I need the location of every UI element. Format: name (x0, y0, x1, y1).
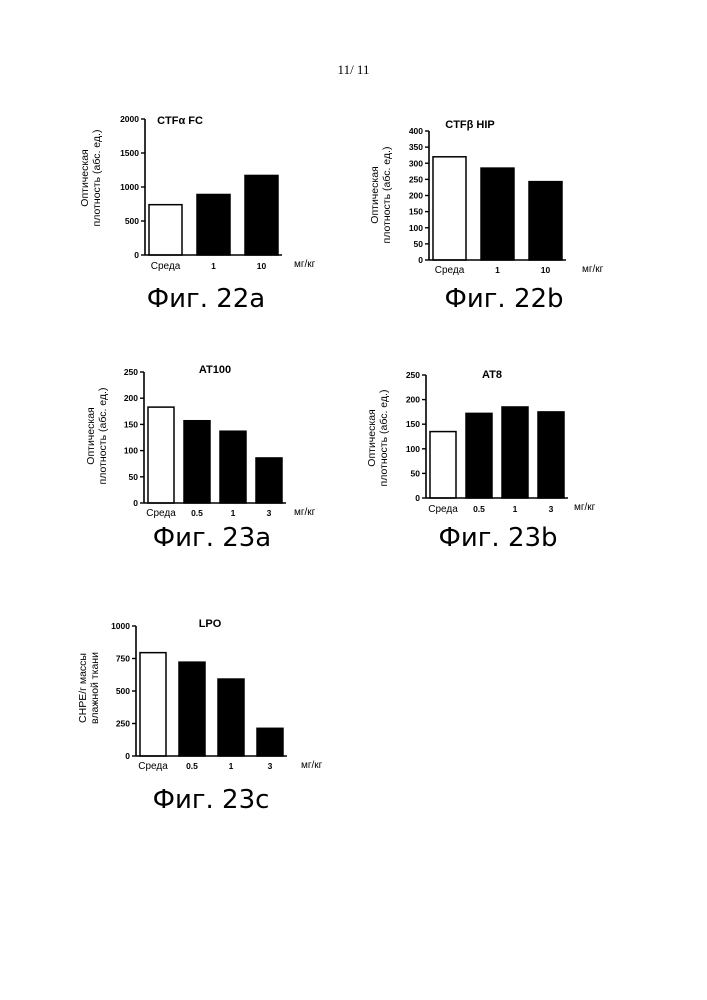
x-category-label: 1 (495, 265, 500, 275)
bar-3 (257, 728, 283, 756)
bar-3 (256, 458, 282, 503)
y-axis-label: Оптическаяплотность (абс. ед.) (366, 390, 390, 487)
y-tick-label: 100 (124, 446, 138, 456)
y-tick-label: 350 (409, 142, 423, 152)
chart-panel-fig23b: AT8 Оптическаяплотность (абс. ед.) 0 50 100 1… (360, 362, 610, 522)
chart-panel-fig23a: AT100Оптическаяплотность (абс. ед.)05010… (70, 360, 330, 520)
y-tick-label: 250 (409, 174, 423, 184)
bar-3 (538, 412, 564, 498)
y-tick-label: 1000 (111, 621, 130, 631)
bar-Среда (148, 407, 174, 503)
bar-1 (220, 431, 246, 503)
y-tick-label: 150 (124, 419, 138, 429)
y-tick-label: 0 (125, 751, 130, 761)
bar-Среда (140, 653, 166, 756)
bar-Среда (433, 157, 466, 260)
bar-1 (481, 168, 514, 260)
chart-title: LPO (199, 618, 222, 630)
y-axis-label: Оптическаяплотность (абс. ед.) (85, 388, 109, 485)
x-category-label: 1 (231, 508, 236, 518)
x-category-label: 0.5 (473, 504, 485, 514)
x-category-label: 10 (257, 261, 267, 271)
x-category-label: 0.5 (186, 761, 198, 771)
chart-panel-fig22a: CTFα FC Оптическаяплотность (абс. ед.) 0 50… (60, 100, 300, 280)
chart-title: AT8 (482, 369, 502, 381)
y-tick-label: 500 (116, 686, 130, 696)
x-category-label: 1 (211, 261, 216, 271)
y-tick-label: 100 (409, 223, 423, 233)
chart-panel-fig23c: LPOCHPE/г массывлажной ткани025050075010… (60, 610, 350, 780)
x-category-label: 1 (229, 761, 234, 771)
y-tick-label: 2000 (120, 114, 139, 124)
page-number: 11/ 11 (0, 62, 707, 78)
x-category-label: Среда (435, 265, 465, 276)
y-tick-label: 250 (116, 719, 130, 729)
chart-title: CTFα FC (157, 115, 203, 127)
y-tick-label: 100 (406, 444, 420, 454)
figure-caption-fig23c: Фиг. 23c (153, 785, 270, 815)
x-category-label: 0.5 (191, 508, 203, 518)
bar-chart-fig23c: LPOCHPE/г массывлажной ткани025050075010… (60, 610, 350, 780)
bar-10 (529, 182, 562, 260)
bar-1 (502, 407, 528, 498)
figure-caption-fig22b: Фиг. 22b (444, 284, 563, 314)
y-tick-label: 400 (409, 126, 423, 136)
bar-0.5 (179, 662, 205, 756)
x-category-label: Среда (428, 504, 458, 515)
x-unit-label: мг/кг (574, 502, 596, 513)
x-unit-label: мг/кг (294, 507, 316, 518)
bar-10 (245, 175, 278, 255)
bar-chart-fig23a: AT100Оптическаяплотность (абс. ед.)05010… (70, 360, 330, 520)
y-tick-label: 150 (406, 419, 420, 429)
y-tick-label: 50 (411, 468, 421, 478)
y-axis-label: Оптическаяплотность (абс. ед.) (369, 147, 393, 244)
bar-1 (197, 194, 230, 255)
x-category-label: Среда (151, 261, 181, 272)
y-tick-label: 200 (406, 395, 420, 405)
bar-1 (218, 679, 244, 756)
x-category-label: 1 (513, 504, 518, 514)
chart-title: CTFβ HIP (445, 119, 495, 131)
x-category-label: Среда (146, 508, 176, 519)
x-category-label: 3 (549, 504, 554, 514)
x-unit-label: мг/кг (301, 760, 323, 771)
y-tick-label: 50 (129, 472, 139, 482)
figure-caption-fig23b: Фиг. 23b (438, 523, 557, 553)
y-tick-label: 1500 (120, 148, 139, 158)
figure-caption-fig22a: Фиг. 22a (147, 284, 266, 314)
x-category-label: Среда (138, 761, 168, 772)
bar-Среда (149, 205, 182, 255)
y-axis-label: Оптическаяплотность (абс. ед.) (79, 130, 103, 227)
x-category-label: 3 (268, 761, 273, 771)
x-category-label: 10 (541, 265, 551, 275)
bar-0.5 (466, 413, 492, 498)
y-tick-label: 150 (409, 207, 423, 217)
y-tick-label: 200 (124, 393, 138, 403)
y-tick-label: 300 (409, 158, 423, 168)
x-unit-label: мг/кг (294, 259, 316, 270)
x-unit-label: мг/кг (582, 264, 604, 275)
figure-caption-fig23a: Фиг. 23a (153, 523, 272, 553)
y-tick-label: 1000 (120, 182, 139, 192)
y-tick-label: 0 (133, 498, 138, 508)
y-tick-label: 250 (406, 370, 420, 380)
bar-Среда (430, 432, 456, 498)
bar-chart-fig23b: AT8 Оптическаяплотность (абс. ед.) 0 50 100 1… (360, 362, 610, 522)
bar-0.5 (184, 421, 210, 503)
y-tick-label: 200 (409, 191, 423, 201)
y-axis-label: CHPE/г массывлажной ткани (77, 652, 101, 724)
bar-chart-fig22a: CTFα FC Оптическаяплотность (абс. ед.) 0 50… (60, 100, 300, 280)
chart-title: AT100 (199, 364, 231, 376)
y-tick-label: 0 (134, 250, 139, 260)
x-category-label: 3 (267, 508, 272, 518)
bar-chart-fig22b: CTFβ HIP Оптическаяплотность (абс. ед.) 0 5… (360, 110, 610, 285)
y-tick-label: 50 (414, 239, 424, 249)
y-tick-label: 0 (415, 493, 420, 503)
y-tick-label: 0 (418, 255, 423, 265)
chart-panel-fig22b: CTFβ HIP Оптическаяплотность (абс. ед.) 0 5… (360, 110, 610, 285)
y-tick-label: 500 (125, 216, 139, 226)
y-tick-label: 250 (124, 367, 138, 377)
y-tick-label: 750 (116, 654, 130, 664)
